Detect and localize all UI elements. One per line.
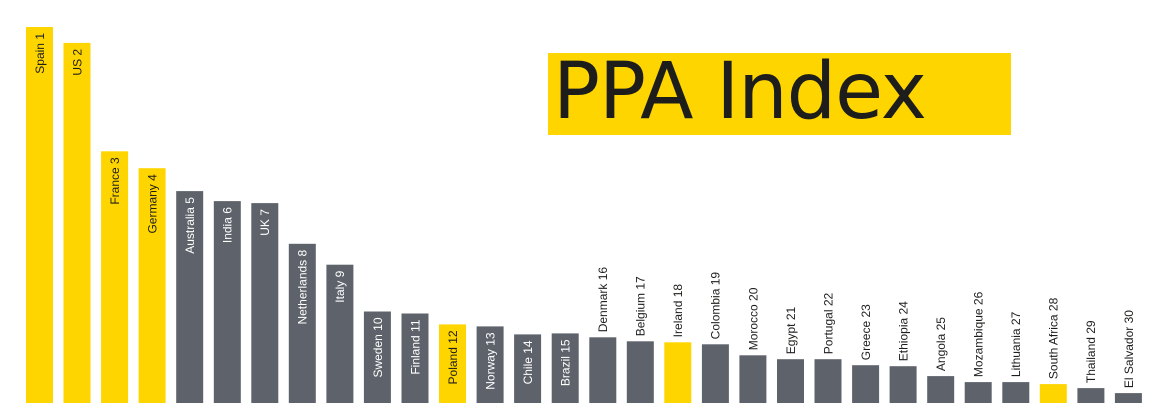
- bar-27: [1002, 382, 1030, 403]
- bar-label-15: Brazil 15: [559, 339, 573, 386]
- bar-6: [213, 201, 241, 403]
- bar-1: [26, 27, 53, 403]
- bar-label-20: Morocco 20: [746, 287, 760, 350]
- bar-16: [589, 337, 617, 403]
- bar-28: [1039, 384, 1067, 403]
- bar-label-13: Norway 13: [483, 332, 497, 390]
- bar-5: [176, 191, 204, 403]
- bar-label-21: Egypt 21: [784, 307, 798, 355]
- bar-11: [401, 313, 429, 403]
- bar-label-10: Sweden 10: [371, 317, 385, 377]
- bar-22: [814, 359, 842, 403]
- bar-7: [251, 203, 279, 403]
- bar-label-28: South Africa 28: [1047, 297, 1061, 379]
- bar-label-5: Australia 5: [183, 197, 197, 254]
- bar-18: [664, 342, 692, 403]
- bar-15: [551, 333, 579, 403]
- bar-label-2: US 2: [70, 49, 84, 76]
- bar-9: [326, 264, 354, 403]
- bar-label-12: Poland 12: [446, 330, 460, 384]
- bar-12: [439, 324, 466, 403]
- bar-label-22: Portugal 22: [821, 292, 835, 354]
- bar-26: [964, 382, 992, 403]
- bar-label-18: Ireland 18: [671, 284, 685, 338]
- bar-label-29: Thailand 29: [1084, 320, 1098, 383]
- bar-label-26: Mozambique 26: [972, 291, 986, 377]
- bar-2: [63, 42, 91, 404]
- bar-label-24: Ethiopia 24: [897, 301, 911, 361]
- bar-label-4: Germany 4: [146, 174, 160, 234]
- bar-label-19: Colombia 19: [709, 272, 723, 340]
- bar-8: [288, 243, 316, 403]
- bar-label-11: Finland 11: [408, 319, 422, 374]
- chart-title: PPA Index: [553, 47, 927, 137]
- bar-4: [138, 168, 166, 403]
- bar-label-23: Greece 23: [859, 304, 873, 360]
- bar-25: [927, 376, 955, 403]
- bar-20: [739, 355, 767, 403]
- bar-10: [363, 311, 391, 403]
- bar-label-1: Spain 1: [33, 33, 47, 74]
- bar-label-30: El Salvador 30: [1122, 310, 1136, 388]
- bar-label-16: Denmark 16: [596, 267, 610, 333]
- bar-label-17: Belgium 17: [634, 276, 648, 336]
- bar-14: [514, 334, 542, 403]
- bar-19: [701, 344, 729, 403]
- bar-30: [1114, 393, 1142, 403]
- bar-label-27: Lithuania 27: [1009, 311, 1023, 377]
- bar-23: [852, 365, 880, 403]
- bar-label-14: Chile 14: [521, 340, 535, 384]
- bar-3: [101, 151, 129, 403]
- bar-21: [777, 359, 804, 403]
- bar-label-7: UK 7: [258, 209, 272, 236]
- bar-17: [626, 341, 654, 403]
- title-highlight-box: [548, 53, 1011, 135]
- bar-label-8: Netherlands 8: [296, 249, 310, 324]
- bar-24: [889, 366, 917, 403]
- bar-label-3: France 3: [108, 157, 122, 205]
- bar-29: [1077, 388, 1105, 403]
- bar-label-6: India 6: [221, 207, 235, 243]
- bar-label-9: Italy 9: [333, 270, 347, 302]
- bar-13: [476, 326, 504, 403]
- bar-label-25: Angola 25: [934, 317, 948, 371]
